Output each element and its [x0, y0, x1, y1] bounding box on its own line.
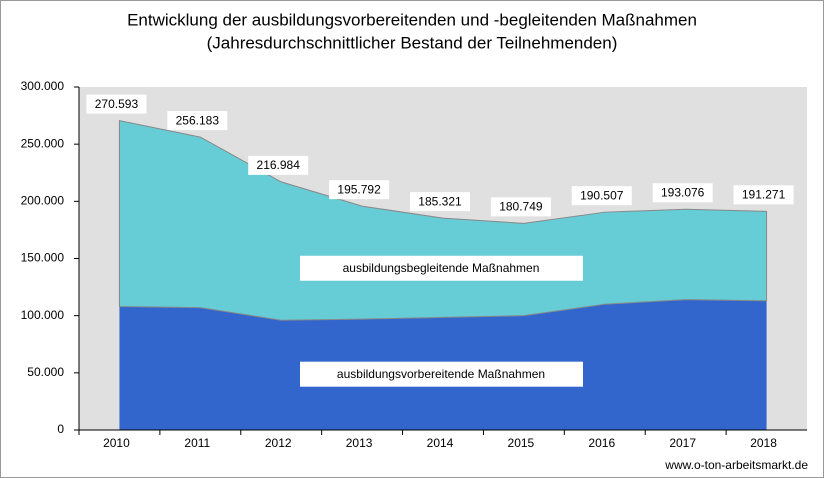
total-label-box [652, 183, 713, 203]
x-tick-label: 2010 [103, 436, 130, 450]
total-label-box [571, 186, 632, 206]
total-label-box [86, 94, 147, 114]
total-label: 256.183 [176, 113, 220, 127]
total-label: 180.749 [499, 200, 543, 214]
y-tick-label: 100.000 [21, 308, 65, 322]
x-tick-label: 2014 [427, 436, 454, 450]
total-label: 191.271 [742, 187, 786, 201]
total-label: 270.593 [95, 97, 139, 111]
chart-title: Entwicklung der ausbildungsvorbereitende… [127, 10, 697, 29]
total-label-box [410, 192, 470, 212]
series-label-box [300, 255, 583, 281]
x-tick-label: 2012 [265, 436, 292, 450]
total-label: 185.321 [418, 194, 462, 208]
total-label: 193.076 [661, 185, 705, 199]
total-label: 195.792 [337, 182, 381, 196]
series-label: ausbildungsbegleitende Maßnahmen [343, 261, 540, 275]
source: www.o-ton-arbeitsmarkt.de [664, 458, 808, 472]
x-tick-label: 2018 [750, 436, 777, 450]
x-tick-label: 2015 [508, 436, 535, 450]
x-tick-label: 2011 [184, 436, 210, 450]
x-tick-label: 2016 [588, 436, 615, 450]
area [118, 120, 768, 321]
series-label: ausbildungsvorbereitende Maßnahmen [337, 367, 545, 381]
total-label-box [733, 185, 794, 205]
total-label: 216.984 [257, 158, 301, 172]
chart-subtitle: (Jahresdurchschnittlicher Bestand der Te… [207, 33, 618, 52]
x-tick-label: 2017 [669, 436, 696, 450]
y-tick-label: 200.000 [21, 194, 65, 208]
y-tick-label: 150.000 [21, 251, 65, 265]
x-tick-label: 2013 [346, 436, 373, 450]
y-tick-label: 50.000 [27, 365, 64, 379]
total-label-box [329, 180, 390, 200]
y-tick-label: 0 [57, 422, 64, 436]
total-label: 190.507 [580, 188, 624, 202]
y-tick-label: 300.000 [21, 79, 65, 93]
total-label-box [167, 111, 228, 131]
y-tick-label: 250.000 [21, 136, 65, 150]
total-label-box [490, 197, 551, 217]
total-label-box [248, 155, 309, 175]
series-label-box [300, 361, 583, 387]
